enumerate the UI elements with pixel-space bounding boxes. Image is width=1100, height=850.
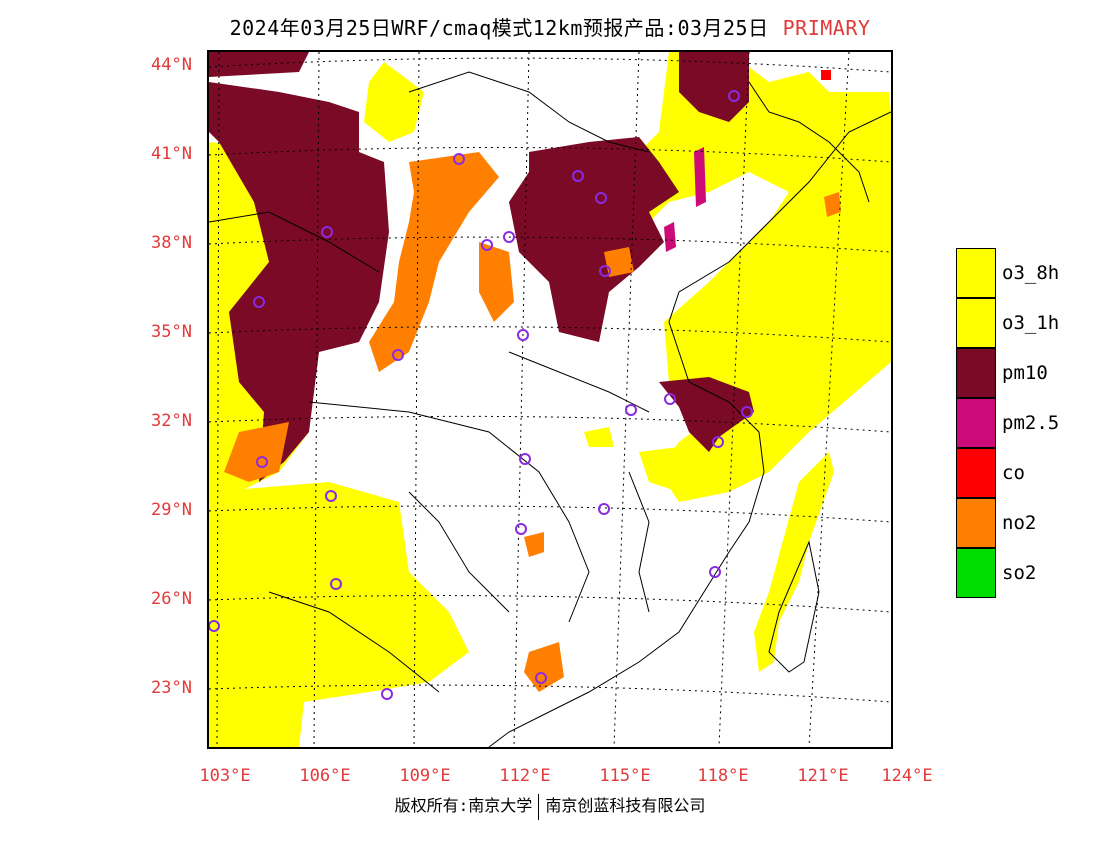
footer-divider <box>538 793 540 820</box>
pollutant-legend: o3_8h o3_1h pm10 pm2.5 co no2 so2 <box>956 248 1059 598</box>
lon-label-106: 106°E <box>299 766 351 786</box>
legend-label: no2 <box>1002 512 1037 534</box>
lat-label-26: 26°N <box>151 589 192 609</box>
lat-label-44: 44°N <box>151 55 192 75</box>
legend-label: co <box>1002 462 1025 484</box>
lon-label-109: 109°E <box>399 766 451 786</box>
lon-label-112: 112°E <box>499 766 551 786</box>
lat-label-41: 41°N <box>151 144 192 164</box>
co-regions <box>821 70 831 80</box>
legend-label: pm2.5 <box>1002 412 1060 434</box>
lon-label-121: 121°E <box>797 766 849 786</box>
legend-item-no2: no2 <box>956 498 1059 548</box>
pm25-regions <box>664 147 706 252</box>
pm10-regions <box>209 52 754 482</box>
map-canvas <box>209 52 891 747</box>
lon-label-103: 103°E <box>199 766 251 786</box>
legend-swatch <box>956 298 996 348</box>
legend-item-pm10: pm10 <box>956 348 1059 398</box>
lon-label-124: 124°E <box>881 766 933 786</box>
lon-label-115: 115°E <box>599 766 651 786</box>
title-main: 2024年03月25日WRF/cmaq模式12km预报产品:03月25日 <box>229 16 769 40</box>
title-tag: PRIMARY <box>782 16 871 40</box>
lat-label-38: 38°N <box>151 233 192 253</box>
graticule <box>209 52 891 747</box>
legend-label: so2 <box>1002 562 1037 584</box>
legend-swatch <box>956 248 996 298</box>
legend-swatch <box>956 348 996 398</box>
lat-label-29: 29°N <box>151 500 192 520</box>
legend-item-co: co <box>956 448 1059 498</box>
legend-swatch <box>956 498 996 548</box>
copyright-right: 南京创蓝科技有限公司 <box>545 796 706 815</box>
no2-regions <box>224 152 841 692</box>
site-markers <box>209 90 753 700</box>
legend-label: pm10 <box>1002 362 1048 384</box>
legend-swatch <box>956 398 996 448</box>
legend-swatch <box>956 548 996 598</box>
legend-item-o3-1h: o3_1h <box>956 298 1059 348</box>
lat-label-35: 35°N <box>151 322 192 342</box>
map-panel[interactable] <box>207 50 893 749</box>
legend-item-pm25: pm2.5 <box>956 398 1059 448</box>
legend-swatch <box>956 448 996 498</box>
lat-label-23: 23°N <box>151 678 192 698</box>
boundaries <box>209 71 891 747</box>
legend-label: o3_8h <box>1002 262 1060 284</box>
legend-item-o3-8h: o3_8h <box>956 248 1059 298</box>
copyright-left: 版权所有:南京大学 <box>394 796 533 815</box>
lat-label-32: 32°N <box>151 411 192 431</box>
map-title: 2024年03月25日WRF/cmaq模式12km预报产品:03月25日 PRIM… <box>0 12 1100 41</box>
legend-item-so2: so2 <box>956 548 1059 598</box>
lon-label-118: 118°E <box>697 766 749 786</box>
legend-label: o3_1h <box>1002 312 1060 334</box>
copyright-footer: 版权所有:南京大学 南京创蓝科技有限公司 <box>0 792 1100 820</box>
